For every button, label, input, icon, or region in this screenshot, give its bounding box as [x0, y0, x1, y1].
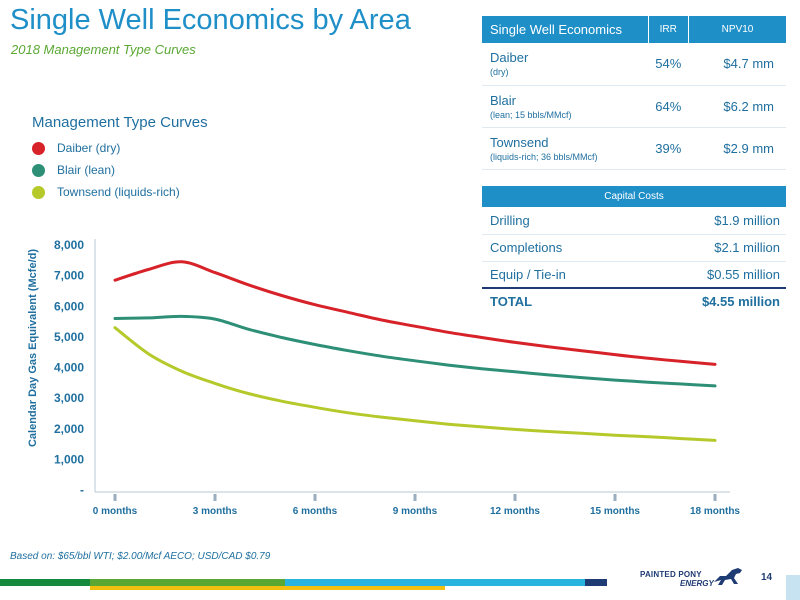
table-row: Blair (lean; 15 bbls/MMcf) 64% $6.2 mm — [482, 85, 786, 128]
npv-cell: $2.9 mm — [688, 127, 786, 170]
table-row: Equip / Tie-in $0.55 million — [482, 261, 786, 289]
cost-label: Completions — [482, 234, 634, 262]
y-tick-label: 5,000 — [54, 330, 84, 344]
series-line-blair — [113, 314, 717, 388]
table-row: Townsend (liquids-rich; 36 bbls/MMcf) 39… — [482, 127, 786, 170]
footer-accent-bar — [90, 586, 445, 590]
economics-header-npv: NPV10 — [688, 16, 786, 43]
area-name: Daiber — [490, 50, 529, 66]
capital-costs-table: Capital Costs Drilling $1.9 million Comp… — [482, 186, 786, 314]
legend-swatch-townsend — [32, 185, 45, 199]
cost-value: $1.9 million — [633, 207, 786, 235]
chart-series — [113, 260, 717, 442]
y-tick-label: 8,000 — [54, 238, 84, 252]
irr-cell: 54% — [648, 43, 689, 86]
irr-cell: 39% — [648, 127, 689, 170]
y-tick-label: 2,000 — [54, 422, 84, 436]
area-name: Blair — [490, 92, 517, 108]
legend-swatch-blair — [32, 163, 45, 177]
area-cell: Townsend (liquids-rich; 36 bbls/MMcf) — [482, 127, 648, 170]
legend-item-daiber: Daiber (dry) — [32, 137, 208, 159]
cost-label: Equip / Tie-in — [482, 261, 634, 289]
x-tick-label: 15 months — [590, 506, 640, 517]
x-tick-mark — [113, 494, 117, 501]
total-row: TOTAL $4.55 million — [482, 287, 786, 314]
x-tick-label: 3 months — [193, 506, 238, 517]
pony-icon — [714, 568, 742, 585]
legend-label-daiber: Daiber (dry) — [57, 141, 121, 155]
legend-label-blair: Blair (lean) — [57, 163, 116, 177]
irr-cell: 64% — [648, 85, 689, 128]
area-cell: Blair (lean; 15 bbls/MMcf) — [482, 85, 648, 128]
area-note: (dry) — [490, 67, 509, 78]
x-tick-mark — [613, 494, 617, 501]
page-number: 14 — [761, 572, 773, 583]
y-tick-label: 7,000 — [54, 269, 84, 283]
x-tick-mark — [713, 494, 717, 501]
x-tick-mark — [213, 494, 217, 501]
cost-value: $0.55 million — [633, 261, 786, 289]
legend-title: Management Type Curves — [32, 114, 208, 131]
economics-header-row: Single Well Economics IRR NPV10 — [482, 16, 786, 43]
total-value: $4.55 million — [633, 287, 786, 314]
y-tick-label: 4,000 — [54, 361, 84, 375]
area-name: Townsend — [490, 134, 549, 150]
series-line-townsend — [113, 326, 717, 442]
series-line-daiber — [113, 260, 717, 366]
x-tick-label: 0 months — [93, 506, 138, 517]
npv-cell: $4.7 mm — [688, 43, 786, 86]
x-axis-ticks: 0 months 3 months 6 months 9 months 12 month… — [93, 494, 740, 517]
y-tick-label: 6,000 — [54, 299, 84, 313]
chart-legend: Management Type Curves Daiber (dry) Blai… — [32, 114, 208, 203]
npv-cell: $6.2 mm — [688, 85, 786, 128]
table-row: Drilling $1.9 million — [482, 207, 786, 235]
table-row: Daiber (dry) 54% $4.7 mm — [482, 43, 786, 86]
x-tick-label: 12 months — [490, 506, 540, 517]
x-tick-mark — [513, 494, 517, 501]
corner-mark — [786, 575, 800, 600]
y-tick-label: 3,000 — [54, 391, 84, 405]
x-tick-label: 9 months — [393, 506, 438, 517]
area-cell: Daiber (dry) — [482, 43, 648, 86]
economics-header-title: Single Well Economics — [482, 16, 648, 43]
capital-costs-header: Capital Costs — [482, 186, 786, 207]
x-tick-label: 18 months — [690, 506, 740, 517]
chart-axes — [94, 239, 730, 493]
footer-color-bar — [0, 579, 607, 586]
single-well-economics-table: Single Well Economics IRR NPV10 Daiber (… — [482, 16, 786, 170]
page-subtitle: 2018 Management Type Curves — [11, 42, 196, 57]
y-axis-label: Calendar Day Gas Equivalent (Mcfe/d) — [27, 249, 39, 447]
type-curve-chart: Calendar Day Gas Equivalent (Mcfe/d) - 1,… — [27, 238, 740, 517]
legend-item-blair: Blair (lean) — [32, 159, 208, 181]
cost-label: Drilling — [482, 207, 634, 235]
logo-line1: PAINTED PONY — [640, 570, 702, 579]
table-row: Completions $2.1 million — [482, 234, 786, 262]
x-tick-mark — [313, 494, 317, 501]
area-note: (lean; 15 bbls/MMcf) — [490, 109, 572, 120]
legend-label-townsend: Townsend (liquids-rich) — [57, 185, 180, 199]
x-tick-label: 6 months — [293, 506, 338, 517]
logo-line2: ENERGY — [680, 579, 714, 588]
legend-item-townsend: Townsend (liquids-rich) — [32, 181, 208, 203]
capital-costs-header-row: Capital Costs — [482, 186, 786, 207]
total-label: TOTAL — [482, 287, 634, 314]
legend-swatch-daiber — [32, 141, 45, 155]
x-tick-mark — [413, 494, 417, 501]
economics-header-irr: IRR — [647, 16, 689, 43]
page-title: Single Well Economics by Area — [10, 4, 411, 36]
footnote: Based on: $65/bbl WTI; $2.00/Mcf AECO; U… — [10, 551, 271, 562]
company-logo: PAINTED PONY ENERGY — [640, 570, 714, 588]
y-tick-label: 1,000 — [54, 452, 84, 466]
cost-value: $2.1 million — [633, 234, 786, 262]
area-note: (liquids-rich; 36 bbls/MMcf) — [490, 151, 598, 162]
y-axis-ticks: - 1,000 2,000 3,000 4,000 5,000 6,000 7,000 8,00… — [54, 238, 84, 497]
y-tick-label: - — [80, 483, 84, 497]
